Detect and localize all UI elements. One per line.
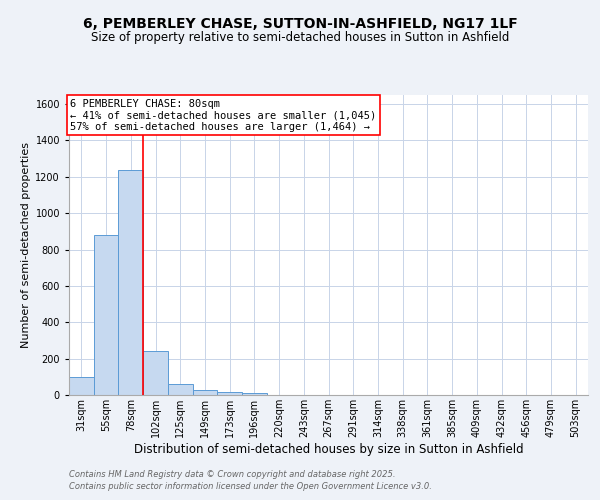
Bar [193, 390, 217, 395]
Bar [94, 235, 118, 395]
Bar [217, 392, 242, 395]
Text: 6 PEMBERLEY CHASE: 80sqm
← 41% of semi-detached houses are smaller (1,045)
57% o: 6 PEMBERLEY CHASE: 80sqm ← 41% of semi-d… [70, 98, 376, 132]
Bar [168, 384, 193, 395]
Bar [242, 393, 267, 395]
Text: 6, PEMBERLEY CHASE, SUTTON-IN-ASHFIELD, NG17 1LF: 6, PEMBERLEY CHASE, SUTTON-IN-ASHFIELD, … [83, 18, 517, 32]
Text: Size of property relative to semi-detached houses in Sutton in Ashfield: Size of property relative to semi-detach… [91, 31, 509, 44]
Bar [118, 170, 143, 395]
Text: Contains HM Land Registry data © Crown copyright and database right 2025.: Contains HM Land Registry data © Crown c… [69, 470, 395, 479]
Text: Contains public sector information licensed under the Open Government Licence v3: Contains public sector information licen… [69, 482, 432, 491]
Bar [69, 377, 94, 395]
X-axis label: Distribution of semi-detached houses by size in Sutton in Ashfield: Distribution of semi-detached houses by … [134, 442, 523, 456]
Y-axis label: Number of semi-detached properties: Number of semi-detached properties [21, 142, 31, 348]
Bar [143, 352, 168, 395]
